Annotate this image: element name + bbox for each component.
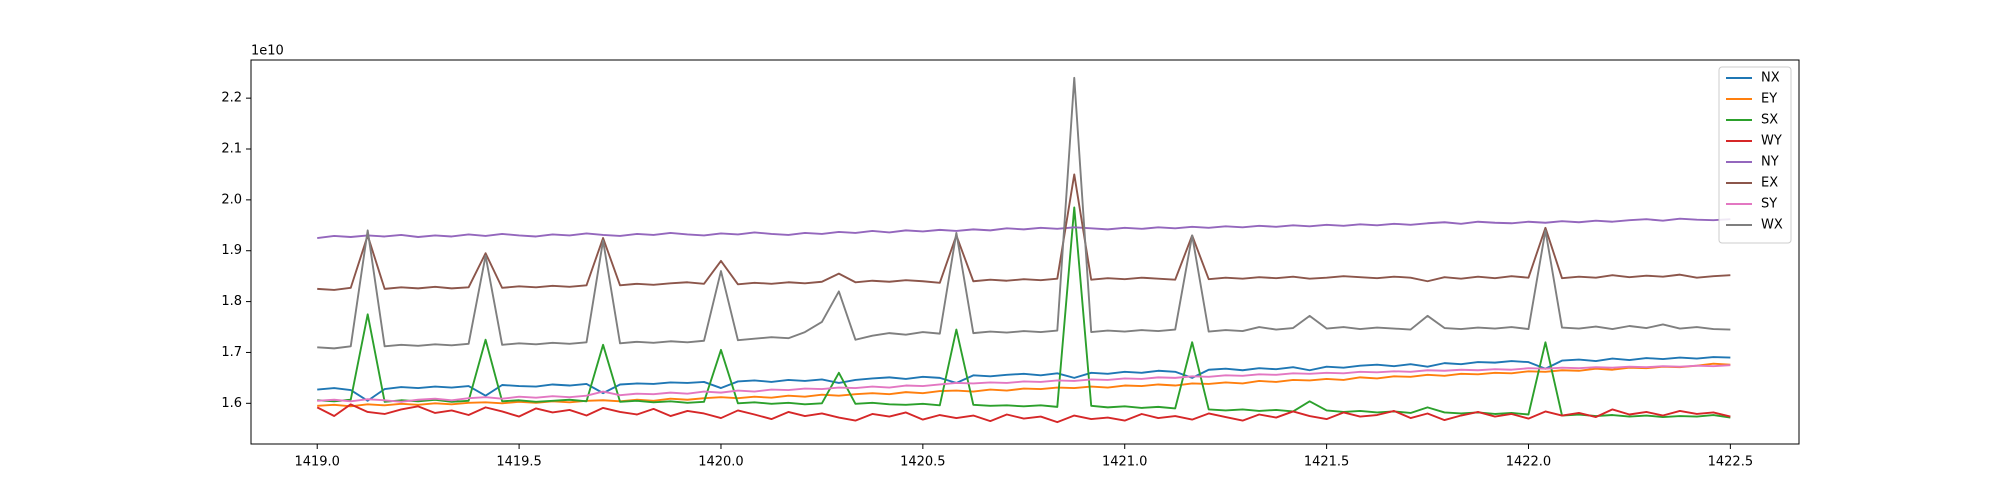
x-tick-label: 1421.5 — [1304, 455, 1350, 470]
x-tick-label: 1420.0 — [698, 455, 744, 470]
x-tick-label: 1422.5 — [1708, 455, 1754, 470]
x-tick-label: 1422.0 — [1506, 455, 1552, 470]
x-tick-label: 1421.0 — [1102, 455, 1148, 470]
y-tick-label: 1.9 — [221, 243, 242, 258]
legend-label: SY — [1761, 197, 1777, 212]
series-line — [317, 173, 1731, 291]
series-line — [317, 356, 1731, 402]
series-line — [317, 217, 1731, 239]
x-tick-label: 1419.0 — [294, 455, 340, 470]
x-tick-label: 1420.5 — [900, 455, 946, 470]
legend-label: NY — [1761, 155, 1779, 170]
series-line — [317, 206, 1731, 419]
legend-box — [1718, 66, 1792, 244]
legend-label: EX — [1761, 176, 1778, 191]
y-tick-label: 1.7 — [221, 345, 242, 360]
series-line — [317, 76, 1731, 350]
y-tick-label: 2.2 — [221, 91, 242, 106]
y-tick-label: 1.6 — [221, 396, 242, 411]
series-line — [317, 364, 1731, 403]
legend-label: NX — [1761, 71, 1780, 86]
y-tick-label: 2.1 — [221, 142, 242, 157]
x-tick-label: 1419.5 — [496, 455, 542, 470]
plot-frame — [250, 59, 1800, 445]
series-line — [316, 403, 1731, 424]
y-offset-label: 1e10 — [251, 44, 284, 59]
legend-label: WX — [1761, 218, 1783, 233]
y-tick-label: 2.0 — [221, 192, 242, 207]
legend-label: EY — [1761, 92, 1777, 107]
legend-label: SX — [1761, 113, 1778, 128]
y-tick-label: 1.8 — [221, 294, 242, 309]
legend-label: WY — [1761, 134, 1782, 149]
